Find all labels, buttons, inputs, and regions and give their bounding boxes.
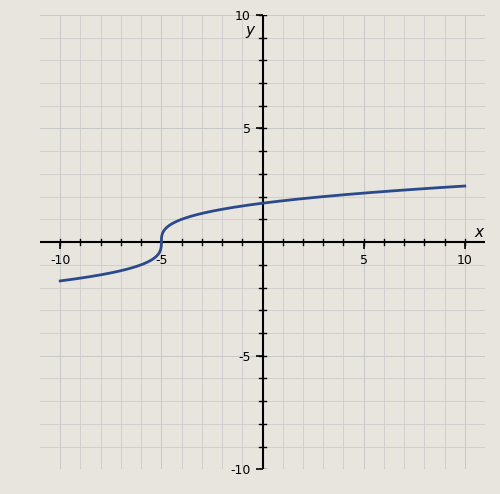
Text: x: x [474,225,484,241]
Text: y: y [246,23,255,38]
